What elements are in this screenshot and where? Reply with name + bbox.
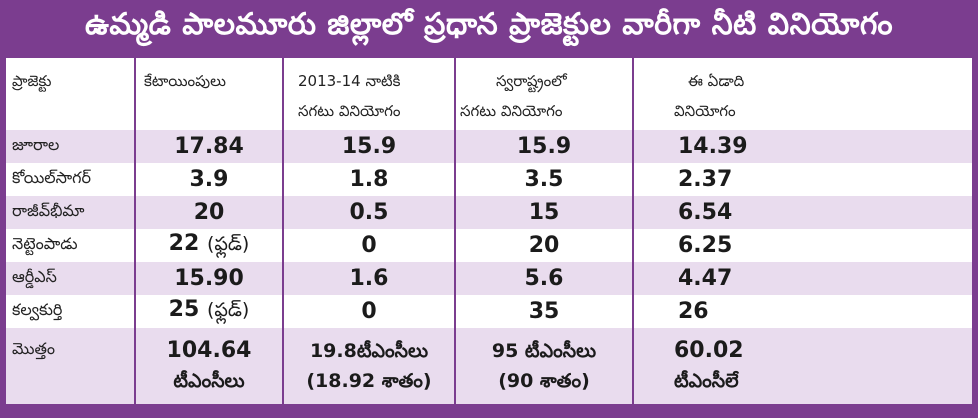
total-label: మొత్తం [6,328,136,404]
allocation-value: 17.84 [136,130,284,163]
table-row: రాజీవ్‌భీమా 20 0.5 15 6.54 [6,196,972,229]
allocation-value: 22 (ఫ్లడ్) [136,229,284,262]
this-year-value: 6.54 [634,196,972,229]
project-name: రాజీవ్‌భీమా [6,196,136,229]
avg-2013-14-value: 15.9 [284,130,456,163]
header-allocation: కేటాయింపులు [136,58,284,130]
this-year-value: 14.39 [634,130,972,163]
allocation-value: 20 [136,196,284,229]
avg-state-value: 20 [456,229,634,262]
total-avg-state: 95 టీఎంసీలు (90 శాతం) [456,328,634,404]
project-name: జూరాల [6,130,136,163]
allocation-value: 3.9 [136,163,284,196]
total-this-year: 60.02 టీఎంసీలే [634,328,972,404]
project-name: ఆర్డీఎస్ [6,262,136,295]
water-usage-table: ప్రాజెక్టు కేటాయింపులు 2013-14 నాటికి సగ… [6,58,972,404]
total-allocation: 104.64 టీఎంసీలు [136,328,284,404]
avg-state-value: 15 [456,196,634,229]
avg-2013-14-value: 0 [284,229,456,262]
table-row: జూరాల 17.84 15.9 15.9 14.39 [6,130,972,163]
this-year-value: 26 [634,295,972,328]
this-year-value: 2.37 [634,163,972,196]
table-row: ఆర్డీఎస్ 15.90 1.6 5.6 4.47 [6,262,972,295]
avg-2013-14-value: 0.5 [284,196,456,229]
this-year-value: 6.25 [634,229,972,262]
avg-state-value: 15.9 [456,130,634,163]
header-avg-2013-14: 2013-14 నాటికి సగటు వినియోగం [284,58,456,130]
total-avg-2013-14: 19.8టీఎంసీలు (18.92 శాతం) [284,328,456,404]
avg-2013-14-value: 1.6 [284,262,456,295]
avg-state-value: 35 [456,295,634,328]
allocation-value: 15.90 [136,262,284,295]
header-project: ప్రాజెక్టు [6,58,136,130]
header-this-year: ఈ ఏడాది వినియోగం [634,58,972,130]
total-row: మొత్తం 104.64 టీఎంసీలు 19.8టీఎంసీలు (18.… [6,328,972,404]
this-year-value: 4.47 [634,262,972,295]
project-name: కల్వకుర్తి [6,295,136,328]
table-header-row: ప్రాజెక్టు కేటాయింపులు 2013-14 నాటికి సగ… [6,58,972,130]
avg-state-value: 3.5 [456,163,634,196]
allocation-value: 25 (ఫ్లడ్) [136,295,284,328]
table-row: కల్వకుర్తి 25 (ఫ్లడ్) 0 35 26 [6,295,972,328]
project-name: కోయిల్‌సాగర్ [6,163,136,196]
table-row: నెట్టెంపాడు 22 (ఫ్లడ్) 0 20 6.25 [6,229,972,262]
table-row: కోయిల్‌సాగర్ 3.9 1.8 3.5 2.37 [6,163,972,196]
avg-2013-14-value: 1.8 [284,163,456,196]
avg-2013-14-value: 0 [284,295,456,328]
header-avg-state: స్వరాష్ట్రంలో సగటు వినియోగం [456,58,634,130]
project-name: నెట్టెంపాడు [6,229,136,262]
infographic-title: ఉమ్మడి పాలమూరు జిల్లాలో ప్రధాన ప్రాజెక్ట… [84,7,894,42]
avg-state-value: 5.6 [456,262,634,295]
